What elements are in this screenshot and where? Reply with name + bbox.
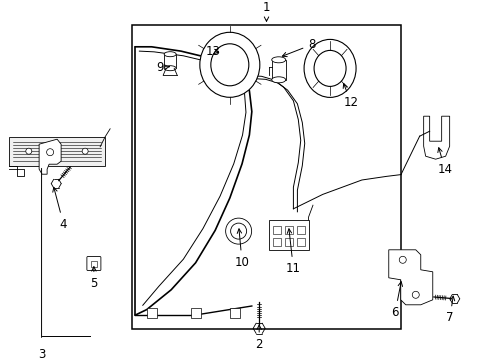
Polygon shape	[388, 250, 432, 305]
Text: 5: 5	[90, 267, 98, 290]
Text: 7: 7	[445, 296, 454, 324]
Bar	[146, 307, 156, 318]
Bar	[229, 307, 239, 318]
Text: 1: 1	[262, 1, 270, 21]
Bar	[91, 261, 97, 266]
Text: 10: 10	[234, 229, 249, 269]
Polygon shape	[423, 116, 449, 159]
Text: 8: 8	[282, 38, 315, 57]
Ellipse shape	[82, 148, 88, 154]
Text: 12: 12	[343, 84, 358, 109]
Text: 14: 14	[437, 148, 451, 176]
Bar	[284, 226, 292, 234]
Ellipse shape	[200, 32, 259, 97]
Bar	[268, 220, 308, 250]
Ellipse shape	[398, 256, 406, 263]
Ellipse shape	[271, 77, 285, 83]
Ellipse shape	[304, 39, 355, 98]
Ellipse shape	[164, 66, 176, 71]
Polygon shape	[39, 139, 61, 174]
Bar	[190, 307, 200, 318]
Text: 2: 2	[255, 325, 263, 351]
Ellipse shape	[26, 148, 32, 154]
Bar	[296, 238, 304, 246]
Ellipse shape	[411, 291, 418, 298]
FancyBboxPatch shape	[87, 257, 101, 270]
Text: 3: 3	[38, 348, 45, 360]
Bar	[272, 226, 280, 234]
Bar	[272, 238, 280, 246]
Ellipse shape	[313, 50, 346, 86]
Text: 4: 4	[53, 187, 67, 231]
Text: 9: 9	[156, 61, 169, 74]
Ellipse shape	[271, 57, 285, 63]
Text: 13: 13	[205, 45, 220, 58]
Ellipse shape	[225, 218, 251, 244]
Bar	[9, 137, 105, 166]
Bar	[132, 25, 400, 329]
Bar	[271, 60, 285, 80]
Ellipse shape	[230, 223, 246, 239]
Ellipse shape	[210, 44, 248, 86]
Text: 6: 6	[390, 282, 402, 319]
Bar	[164, 54, 176, 68]
Text: 11: 11	[285, 229, 300, 275]
Ellipse shape	[46, 149, 54, 156]
Ellipse shape	[164, 52, 176, 57]
Bar	[284, 238, 292, 246]
Bar	[296, 226, 304, 234]
